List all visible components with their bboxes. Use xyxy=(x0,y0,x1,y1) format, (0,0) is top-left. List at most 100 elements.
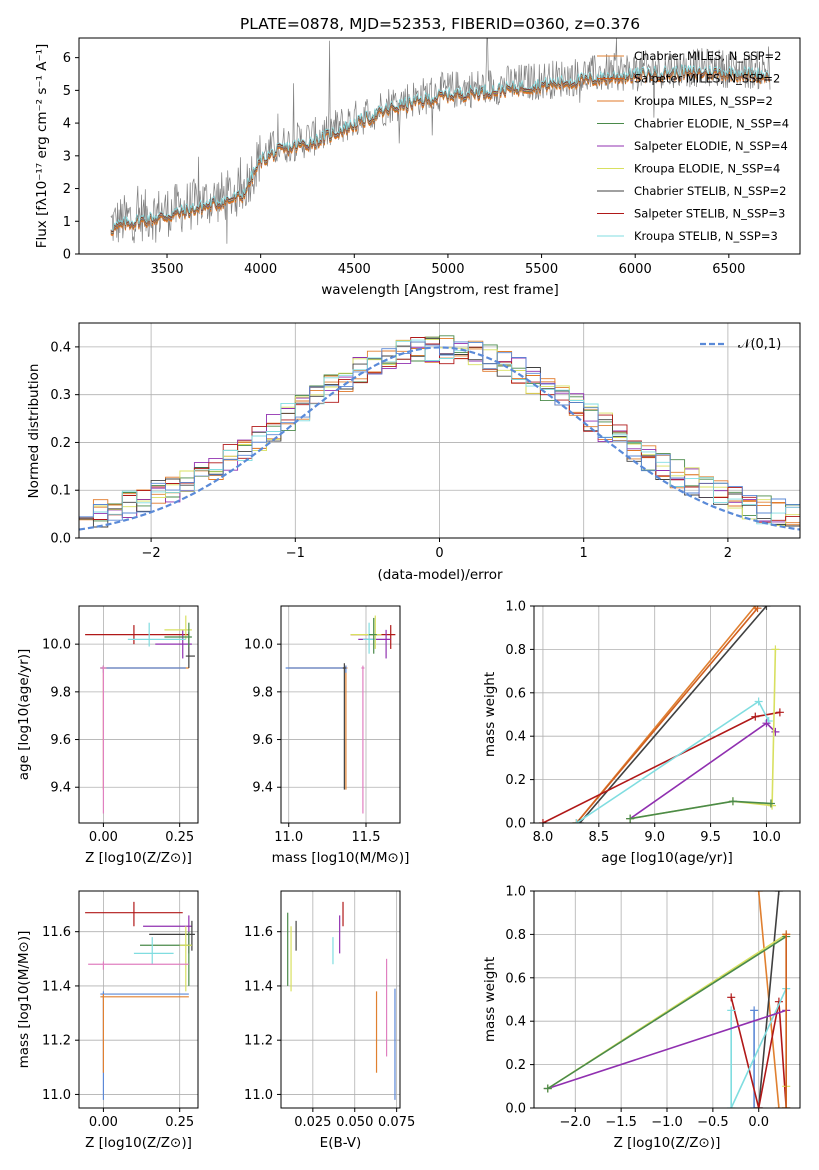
x-tick-label: 10.0 xyxy=(752,830,781,845)
plot-area xyxy=(285,615,396,814)
x-tick-label: 9.0 xyxy=(644,830,665,845)
histogram-series-8 xyxy=(79,341,800,521)
x-tick-label: 0.00 xyxy=(89,1115,118,1130)
y-tick-label: 0.8 xyxy=(505,928,526,943)
residual-legend: 𝒩(0,1) xyxy=(700,337,781,352)
y-tick-label: 0.1 xyxy=(50,484,71,499)
weight-marker xyxy=(771,727,780,736)
weight-marker xyxy=(538,819,547,823)
y-tick-label: 9.4 xyxy=(50,781,71,796)
y-tick-label: 9.8 xyxy=(50,685,71,700)
legend-label: Salpeter ELODIE, N_SSP=4 xyxy=(634,139,788,153)
legend-label: Chabrier ELODIE, N_SSP=4 xyxy=(634,117,789,131)
y-tick-label: 1.0 xyxy=(505,600,526,615)
age-vs-mass-panel: 11.0 11.5 9.4 9.6 9.8 10.0 mass [log10(M/M⊙)] xyxy=(244,605,410,866)
weight-line xyxy=(579,606,768,823)
y-tick-label: 0.8 xyxy=(505,643,526,658)
x-tick-label: 0.25 xyxy=(165,830,194,845)
normal-curve xyxy=(78,346,801,531)
y-axis-label: mass weight xyxy=(482,957,498,1042)
weight-marker xyxy=(753,606,762,613)
mass-vs-extinction-panel: 0.025 0.050 0.075 11.0 11.2 11.4 11.6 E(B-V) xyxy=(244,890,415,1151)
y-tick-label: 11.0 xyxy=(42,1088,71,1103)
observed-spectrum xyxy=(110,37,771,244)
weight-marker xyxy=(750,1006,759,1015)
x-tick-label: 2 xyxy=(724,546,732,561)
x-tick-label: 0 xyxy=(435,546,443,561)
weight-marker xyxy=(754,697,763,706)
x-tick-label: −0.5 xyxy=(697,1115,729,1130)
spectrum-panel: PLATE=0878, MJD=52353, FIBERID=0360, z=0… xyxy=(34,15,801,298)
spectrum-plot-area xyxy=(110,37,771,244)
y-tick-label: 9.4 xyxy=(252,781,273,796)
x-axis-label: age [log10(age/yr)] xyxy=(601,850,733,866)
x-tick-label: 11.0 xyxy=(274,830,303,845)
x-tick-label: 8.5 xyxy=(588,830,609,845)
x-tick-label: 0.0 xyxy=(748,1115,769,1130)
panel-frame xyxy=(533,605,801,824)
histogram-series-7 xyxy=(79,339,800,525)
weight-line xyxy=(575,607,759,823)
legend-label: Kroupa MILES, N_SSP=2 xyxy=(634,94,773,108)
plot-area xyxy=(543,891,791,1108)
y-tick-label: 11.2 xyxy=(244,1034,273,1049)
x-tick-label: 0.00 xyxy=(89,830,118,845)
x-tick-label: 6500 xyxy=(712,262,745,277)
y-tick-label: 11.6 xyxy=(42,925,71,940)
model-spectrum-8 xyxy=(110,63,770,231)
spectrum-x-ticks: 3500 4000 4500 5000 5500 6000 6500 xyxy=(150,254,745,277)
x-axis-label: Z [log10(Z/Z⊙)] xyxy=(85,1135,192,1151)
weight-marker xyxy=(762,719,771,728)
spectrum-frame xyxy=(78,37,801,255)
weight-marker xyxy=(771,645,780,654)
weight-marker xyxy=(766,799,775,808)
legend-label: Salpeter STELIB, N_SSP=3 xyxy=(634,207,785,221)
weight-marker xyxy=(782,930,791,939)
weight-marker xyxy=(754,891,763,895)
spectrum-y-ticks: 0 1 2 3 4 5 6 xyxy=(63,51,79,263)
x-tick-label: −1 xyxy=(286,546,305,561)
y-tick-label: 0.4 xyxy=(505,1015,526,1030)
y-tick-label: 0.0 xyxy=(505,1102,526,1117)
weight-marker xyxy=(775,708,784,717)
weight-marker xyxy=(572,819,581,823)
weight-marker xyxy=(754,1104,763,1108)
y-tick-label: 4 xyxy=(63,117,71,132)
y-tick-label: 6 xyxy=(63,51,71,66)
weight-marker xyxy=(727,1006,736,1015)
y-tick-label: 2 xyxy=(63,182,71,197)
y-tick-label: 11.4 xyxy=(42,979,71,994)
y-tick-label: 10.0 xyxy=(244,638,273,653)
weight-marker xyxy=(543,1084,552,1093)
y-tick-label: 0.2 xyxy=(505,773,526,788)
x-axis-label: Z [log10(Z/Z⊙)] xyxy=(614,1135,721,1151)
panel-frame xyxy=(280,890,401,1109)
residual-x-label: (data-model)/error xyxy=(377,567,503,583)
spectrum-y-label: Flux [fλ10⁻¹⁷ erg cm⁻² s⁻¹ A⁻¹] xyxy=(34,44,50,249)
plot-area xyxy=(538,606,784,823)
residual-x-ticks: −2 −1 0 1 2 xyxy=(142,538,732,561)
legend-label: Chabrier STELIB, N_SSP=2 xyxy=(634,184,786,198)
weight-marker xyxy=(727,993,736,1002)
weight-marker xyxy=(782,1104,791,1108)
legend-label: Kroupa STELIB, N_SSP=3 xyxy=(634,229,778,243)
y-tick-label: 0.3 xyxy=(50,388,71,403)
y-tick-label: 9.6 xyxy=(252,733,273,748)
legend-label: Salpeter MILES, N_SSP=2 xyxy=(634,72,780,86)
legend-normal-label: 𝒩(0,1) xyxy=(738,337,781,352)
x-axis-label: mass [log10(M/M⊙)] xyxy=(272,850,410,866)
y-tick-label: 0.0 xyxy=(505,817,526,832)
weight-marker xyxy=(762,606,771,610)
x-tick-label: 9.5 xyxy=(700,830,721,845)
x-tick-label: −1.5 xyxy=(605,1115,637,1130)
y-tick-label: 0.4 xyxy=(505,730,526,745)
x-tick-label: −2 xyxy=(142,546,161,561)
y-tick-label: 1 xyxy=(63,215,71,230)
panel-frame xyxy=(78,605,199,824)
x-tick-label: 1 xyxy=(580,546,588,561)
weight-marker xyxy=(774,1104,783,1108)
residual-plot-area xyxy=(78,323,801,539)
y-tick-label: 1.0 xyxy=(505,885,526,900)
x-tick-label: −1.0 xyxy=(651,1115,683,1130)
y-tick-label: 11.0 xyxy=(244,1088,273,1103)
